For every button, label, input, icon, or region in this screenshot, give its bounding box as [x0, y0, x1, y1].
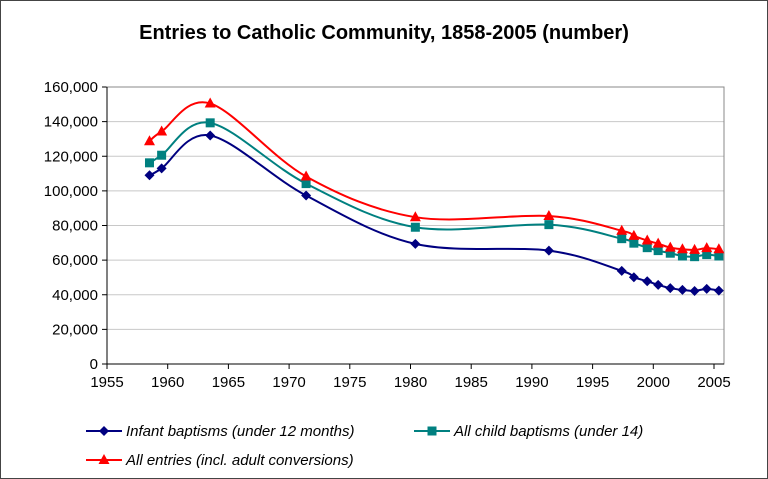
x-tick-label: 1975	[333, 374, 366, 391]
x-tick-label: 1990	[515, 374, 548, 391]
legend-item: All child baptisms (under 14)	[414, 423, 643, 440]
data-point	[689, 243, 701, 254]
legend-item: All entries (incl. adult conversions)	[86, 452, 354, 469]
data-point	[676, 243, 688, 254]
y-tick-label: 100,000	[44, 183, 98, 200]
data-point	[652, 237, 664, 248]
legend-label: All entries (incl. adult conversions)	[125, 452, 354, 469]
series-line	[148, 134, 720, 292]
chart-title: Entries to Catholic Community, 1858-2005…	[139, 22, 629, 44]
data-point	[653, 246, 663, 256]
x-tick-label: 1970	[272, 374, 305, 391]
data-point	[714, 251, 724, 261]
legend-marker	[98, 454, 110, 464]
data-point	[713, 243, 725, 254]
data-point	[156, 125, 168, 136]
data-point	[617, 234, 627, 244]
data-point	[665, 283, 676, 294]
data-point	[702, 250, 712, 260]
series-line	[148, 101, 719, 251]
legend-marker	[427, 426, 437, 436]
x-tick-label: 1965	[212, 374, 245, 391]
legend-item: Infant baptisms (under 12 months)	[86, 423, 354, 440]
x-tick-label: 2000	[637, 374, 670, 391]
x-tick-label: 1960	[151, 374, 184, 391]
data-point	[409, 211, 421, 222]
data-point	[701, 242, 713, 253]
y-tick-label: 120,000	[44, 148, 98, 165]
y-tick-label: 40,000	[52, 287, 98, 304]
data-point	[628, 272, 639, 283]
data-point	[701, 283, 712, 294]
data-point	[628, 229, 640, 240]
x-tick-label: 2005	[697, 374, 730, 391]
series-3	[143, 97, 725, 254]
y-tick-label: 80,000	[52, 218, 98, 235]
data-point	[301, 179, 311, 189]
data-point	[665, 248, 675, 258]
y-tick-label: 60,000	[52, 252, 98, 269]
series-1	[144, 130, 724, 296]
data-point	[156, 163, 167, 174]
data-point	[616, 224, 628, 235]
legend-label: Infant baptisms (under 12 months)	[126, 423, 354, 440]
data-point	[677, 251, 687, 261]
data-point	[157, 150, 167, 160]
data-point	[144, 158, 154, 168]
data-point	[144, 170, 155, 181]
x-tick-label: 1995	[576, 374, 609, 391]
data-point	[410, 222, 420, 232]
data-point	[143, 135, 155, 146]
data-point	[689, 285, 700, 296]
legend-label: All child baptisms (under 14)	[453, 423, 643, 440]
data-point	[543, 209, 555, 220]
data-point	[616, 265, 627, 276]
data-point	[677, 284, 688, 295]
data-point	[543, 245, 554, 256]
data-point	[205, 118, 215, 128]
data-point	[410, 238, 421, 249]
data-point	[690, 252, 700, 262]
data-point	[653, 279, 664, 290]
data-point	[300, 170, 312, 181]
data-point	[544, 220, 554, 230]
y-tick-label: 0	[90, 356, 98, 373]
data-point	[664, 241, 676, 252]
data-point	[301, 190, 312, 201]
x-tick-label: 1985	[455, 374, 488, 391]
series-2	[144, 118, 724, 262]
data-point	[205, 130, 216, 141]
data-point	[204, 97, 216, 108]
y-tick-label: 20,000	[52, 321, 98, 338]
data-point	[629, 238, 639, 248]
x-tick-label: 1980	[394, 374, 427, 391]
y-tick-label: 160,000	[44, 79, 98, 96]
data-point	[713, 285, 724, 296]
data-point	[641, 234, 653, 245]
y-tick-label: 140,000	[44, 114, 98, 131]
data-point	[642, 276, 653, 287]
data-point	[642, 243, 652, 253]
legend-marker	[99, 426, 109, 436]
x-tick-label: 1955	[90, 374, 123, 391]
